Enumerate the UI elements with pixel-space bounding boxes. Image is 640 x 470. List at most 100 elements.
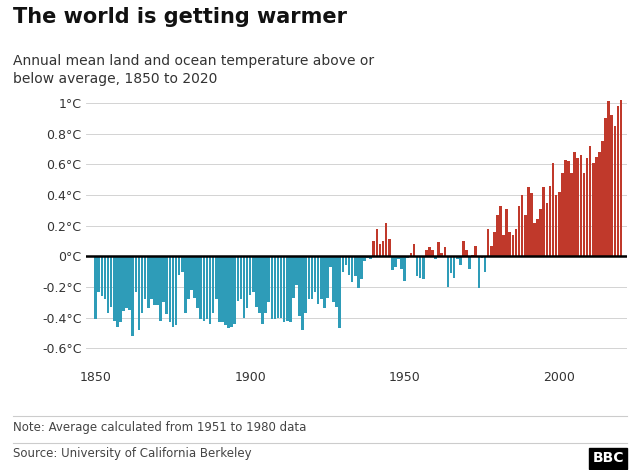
- Bar: [465, 250, 468, 256]
- Bar: [481, 256, 483, 258]
- Bar: [558, 192, 561, 256]
- Bar: [360, 256, 363, 279]
- Bar: [153, 256, 156, 306]
- Bar: [499, 206, 502, 256]
- Bar: [116, 256, 118, 327]
- Bar: [527, 187, 530, 256]
- Bar: [440, 253, 443, 256]
- Bar: [388, 239, 390, 256]
- Bar: [561, 173, 564, 256]
- Bar: [540, 209, 542, 256]
- Bar: [381, 241, 385, 256]
- Bar: [125, 256, 128, 308]
- Bar: [348, 256, 350, 274]
- Bar: [190, 256, 193, 290]
- Bar: [462, 241, 465, 256]
- Bar: [271, 256, 273, 319]
- Bar: [536, 219, 539, 256]
- Bar: [156, 256, 159, 306]
- Text: Note: Average calculated from 1951 to 1980 data: Note: Average calculated from 1951 to 19…: [13, 421, 306, 434]
- Bar: [335, 256, 338, 307]
- Bar: [406, 256, 409, 258]
- Bar: [607, 102, 610, 256]
- Text: Source: University of California Berkeley: Source: University of California Berkele…: [13, 447, 252, 461]
- Bar: [472, 255, 474, 256]
- Bar: [184, 256, 187, 313]
- Bar: [616, 106, 620, 256]
- Bar: [444, 247, 446, 256]
- Bar: [246, 256, 248, 308]
- Bar: [224, 256, 227, 325]
- Bar: [518, 206, 520, 256]
- Bar: [419, 256, 422, 278]
- Bar: [276, 256, 279, 318]
- Bar: [230, 256, 233, 327]
- Bar: [310, 256, 314, 299]
- Bar: [237, 256, 239, 301]
- Bar: [339, 256, 341, 328]
- Bar: [264, 256, 267, 313]
- Bar: [212, 256, 214, 313]
- Bar: [342, 256, 344, 272]
- Bar: [410, 253, 412, 256]
- Bar: [193, 256, 196, 298]
- Bar: [320, 256, 323, 299]
- Bar: [273, 256, 276, 319]
- Bar: [286, 256, 289, 321]
- Bar: [94, 256, 97, 319]
- Bar: [515, 229, 517, 256]
- Bar: [268, 256, 270, 302]
- Bar: [397, 256, 400, 259]
- Bar: [366, 256, 369, 258]
- Bar: [447, 256, 449, 287]
- Bar: [134, 256, 137, 291]
- Bar: [379, 244, 381, 256]
- Bar: [292, 256, 295, 298]
- Bar: [453, 256, 456, 278]
- Bar: [351, 256, 353, 282]
- Bar: [468, 256, 471, 268]
- Bar: [477, 256, 480, 289]
- Bar: [391, 256, 394, 270]
- Bar: [431, 250, 434, 256]
- Bar: [243, 256, 245, 318]
- Bar: [611, 115, 613, 256]
- Bar: [100, 256, 103, 296]
- Bar: [511, 235, 514, 256]
- Bar: [252, 256, 255, 291]
- Bar: [227, 256, 230, 328]
- Bar: [496, 215, 499, 256]
- Bar: [422, 256, 424, 279]
- Text: Annual mean land and ocean temperature above or
below average, 1850 to 2020: Annual mean land and ocean temperature a…: [13, 54, 374, 86]
- Bar: [175, 256, 177, 325]
- Bar: [521, 195, 524, 256]
- Bar: [403, 256, 406, 281]
- Bar: [181, 256, 184, 272]
- Bar: [552, 163, 554, 256]
- Bar: [586, 158, 588, 256]
- Bar: [385, 222, 387, 256]
- Bar: [131, 256, 134, 336]
- Bar: [218, 256, 221, 322]
- Bar: [308, 256, 310, 299]
- Bar: [601, 141, 604, 256]
- Bar: [376, 229, 378, 256]
- Bar: [530, 194, 532, 256]
- Text: BBC: BBC: [593, 451, 624, 465]
- Bar: [416, 256, 419, 276]
- Bar: [122, 256, 125, 312]
- Bar: [502, 235, 505, 256]
- Bar: [261, 256, 264, 324]
- Bar: [573, 152, 576, 256]
- Bar: [620, 100, 622, 256]
- Bar: [326, 256, 329, 298]
- Bar: [604, 118, 607, 256]
- Bar: [394, 256, 397, 267]
- Bar: [205, 256, 208, 319]
- Bar: [110, 256, 113, 307]
- Bar: [369, 256, 372, 259]
- Bar: [113, 256, 116, 321]
- Bar: [490, 245, 493, 256]
- Text: The world is getting warmer: The world is getting warmer: [13, 7, 347, 27]
- Bar: [484, 256, 486, 272]
